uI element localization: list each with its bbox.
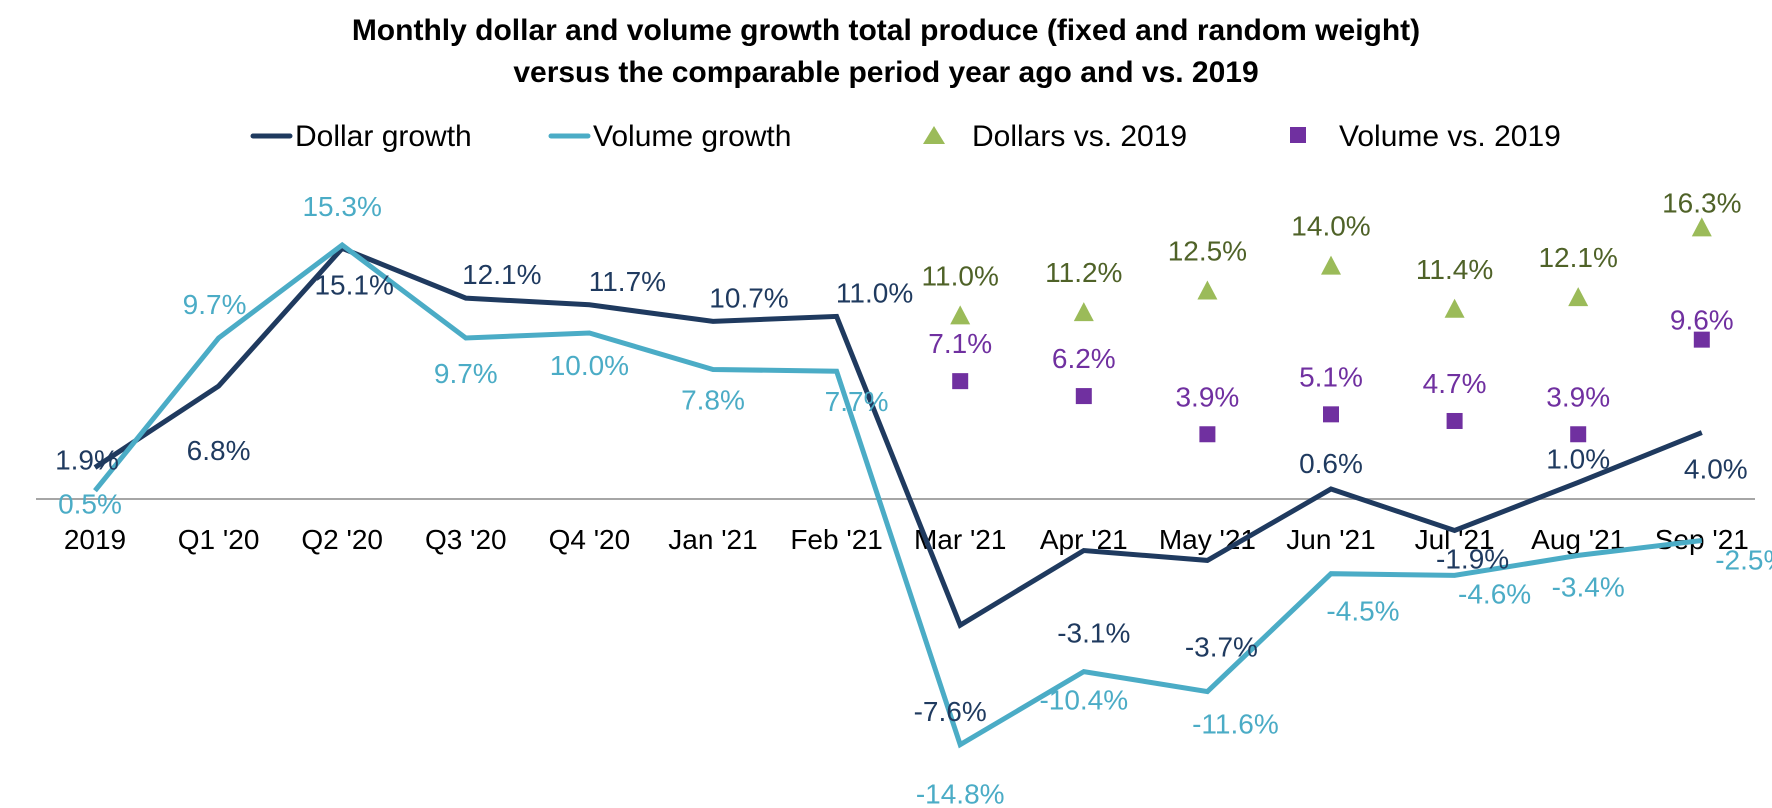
data-label-volume-vs-2019-may-21: 3.9%	[1175, 381, 1239, 412]
data-label-dollars-vs-2019-mar-21: 11.0%	[922, 260, 999, 291]
x-tick-label-jan-21: Jan '21	[668, 524, 757, 555]
data-label-dollar-growth-may-21: -3.7%	[1185, 631, 1258, 662]
data-label-volume-growth-mar-21: -14.8%	[916, 779, 1005, 808]
data-label-volume-growth-jun-21: -4.5%	[1326, 596, 1399, 627]
data-label-dollar-growth-q1-20: 6.8%	[187, 435, 251, 466]
marker-dollars-vs-2019-mar-21	[950, 305, 971, 325]
data-label-volume-growth-q1-20: 9.7%	[183, 289, 247, 320]
marker-volume-vs-2019-may-21	[1199, 426, 1216, 443]
marker-dollars-vs-2019-may-21	[1197, 280, 1218, 300]
data-label-volume-growth-jan-21: 7.8%	[681, 385, 745, 416]
data-label-volume-growth-aug-21: -3.4%	[1552, 571, 1625, 602]
data-label-dollar-growth-q3-20: 12.1%	[462, 259, 541, 290]
data-label-volume-growth-q4-20: 10.0%	[550, 350, 629, 381]
data-label-dollar-growth-aug-21: 1.0%	[1546, 443, 1610, 474]
data-label-dollar-growth-jul-21: -1.9%	[1436, 544, 1509, 575]
marker-volume-vs-2019-jul-21	[1446, 412, 1463, 429]
data-label-dollar-growth-q4-20: 11.7%	[589, 266, 666, 297]
data-label-dollar-growth-2019: 1.9%	[55, 444, 119, 475]
marker-volume-vs-2019-sep-21	[1693, 331, 1710, 348]
chart-title: Monthly dollar and volume growth total p…	[352, 14, 1420, 47]
legend: Dollar growth Volume growth Dollars vs. …	[250, 120, 1561, 153]
data-label-volume-growth-may-21: -11.6%	[1192, 709, 1279, 740]
legend-swatch-volume-vs-2019	[1290, 127, 1306, 143]
marker-volume-vs-2019-jun-21	[1323, 406, 1339, 423]
marker-dollars-vs-2019-sep-21	[1691, 217, 1712, 237]
x-tick-label-q3-20: Q3 '20	[425, 524, 507, 555]
series-line-dollar-growth	[93, 245, 1703, 629]
marker-dollars-vs-2019-aug-21	[1568, 287, 1589, 307]
marker-volume-vs-2019-mar-21	[952, 373, 969, 390]
marker-dollars-vs-2019-jun-21	[1321, 255, 1341, 275]
marker-dollars-vs-2019-apr-21	[1073, 302, 1094, 322]
x-tick-label-feb-21: Feb '21	[790, 524, 883, 555]
plot-area: 2019 Q1 '20 Q2 '20 Q3 '20 Q4 '20 Jan '21 Feb '…	[55, 187, 1772, 808]
data-label-volume-growth-2019: 0.5%	[58, 489, 122, 520]
data-label-volume-growth-q3-20: 9.7%	[434, 358, 498, 389]
x-tick-label-jun-21: Jun '21	[1286, 524, 1375, 555]
data-label-dollar-growth-feb-21: 11.0%	[836, 277, 913, 308]
chart-subtitle: versus the comparable period year ago an…	[513, 56, 1258, 89]
data-label-dollar-growth-q2-20: 15.1%	[314, 269, 393, 300]
data-label-dollars-vs-2019-aug-21: 12.1%	[1538, 242, 1617, 273]
data-label-dollars-vs-2019-jun-21: 14.0%	[1291, 211, 1370, 242]
data-label-volume-vs-2019-jul-21: 4.7%	[1423, 368, 1487, 399]
marker-volume-vs-2019-apr-21	[1075, 388, 1092, 405]
legend-swatch-dollars-vs-2019	[923, 126, 945, 144]
data-label-dollar-growth-jan-21: 10.7%	[709, 282, 788, 313]
x-tick-label-q4-20: Q4 '20	[549, 524, 631, 555]
data-label-volume-growth-feb-21: 7.7%	[825, 386, 889, 417]
data-label-volume-growth-q2-20: 15.3%	[302, 191, 381, 222]
data-label-volume-vs-2019-sep-21: 9.6%	[1670, 305, 1734, 336]
x-tick-label-q2-20: Q2 '20	[301, 524, 383, 555]
data-label-volume-growth-jul-21: -4.6%	[1458, 578, 1531, 609]
data-label-dollars-vs-2019-sep-21: 16.3%	[1662, 187, 1741, 218]
marker-dollars-vs-2019-jul-21	[1444, 298, 1465, 318]
data-label-volume-growth-sep-21: -2.5%	[1715, 545, 1772, 576]
data-label-dollars-vs-2019-apr-21: 11.2%	[1045, 257, 1122, 288]
data-label-volume-vs-2019-apr-21: 6.2%	[1052, 343, 1116, 374]
x-tick-label-sep-21: Sep '21	[1655, 524, 1749, 555]
legend-label-volume-vs-2019: Volume vs. 2019	[1339, 120, 1561, 153]
data-label-dollars-vs-2019-jul-21: 11.4%	[1416, 254, 1493, 285]
legend-label-dollar-growth: Dollar growth	[295, 120, 472, 153]
series-line-volume-growth	[93, 241, 1703, 749]
data-label-dollar-growth-jun-21: 0.6%	[1299, 448, 1363, 479]
data-label-dollar-growth-apr-21: -3.1%	[1057, 617, 1130, 648]
legend-label-dollars-vs-2019: Dollars vs. 2019	[972, 120, 1187, 153]
data-label-volume-growth-apr-21: -10.4%	[1039, 685, 1128, 716]
x-tick-label-2019: 2019	[64, 524, 126, 555]
data-label-dollar-growth-sep-21: 4.0%	[1684, 454, 1748, 485]
data-label-dollars-vs-2019-may-21: 12.5%	[1168, 236, 1247, 267]
data-label-dollar-growth-mar-21: -7.6%	[914, 696, 987, 727]
data-label-volume-vs-2019-mar-21: 7.1%	[928, 328, 992, 359]
marker-volume-vs-2019-aug-21	[1570, 426, 1587, 443]
x-tick-label-q1-20: Q1 '20	[178, 524, 260, 555]
data-label-volume-vs-2019-jun-21: 5.1%	[1299, 361, 1363, 392]
legend-label-volume-growth: Volume growth	[593, 120, 791, 153]
data-label-volume-vs-2019-aug-21: 3.9%	[1546, 381, 1610, 412]
